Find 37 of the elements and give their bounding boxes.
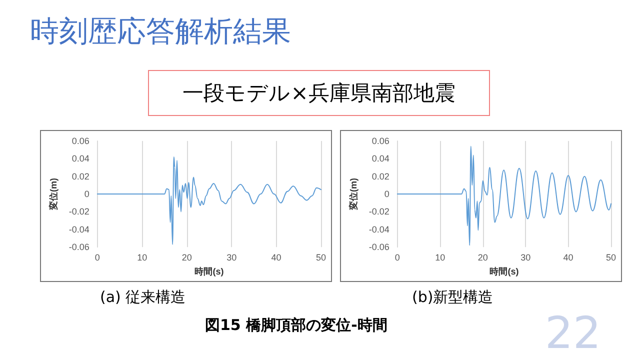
x-tick-label: 40 bbox=[271, 252, 282, 263]
y-tick-label: 0.06 bbox=[372, 136, 390, 146]
x-tick-label: 40 bbox=[563, 252, 574, 263]
y-tick-label: 0 bbox=[384, 189, 390, 200]
x-tick-label: 50 bbox=[606, 252, 616, 263]
caption: 図15 橋脚頂部の変位-時間 bbox=[205, 316, 388, 335]
chart-title: 時刻歴応答解析結果 bbox=[30, 13, 291, 50]
y-axis-title: 変位(m) bbox=[348, 178, 358, 212]
x-tick-label: 10 bbox=[137, 252, 148, 263]
line-series bbox=[96, 156, 322, 245]
y-tick-label: 0 bbox=[84, 189, 90, 200]
y-tick-label: 0.04 bbox=[72, 154, 90, 164]
text: (a) 従来構造 bbox=[100, 288, 186, 307]
x-axis-title: 時間(s) bbox=[490, 266, 519, 276]
x-tick-label: 0 bbox=[394, 252, 400, 263]
x-tick-label: 20 bbox=[182, 252, 192, 263]
x-axis-title: 時間(s) bbox=[194, 266, 224, 276]
line-series bbox=[396, 146, 612, 246]
x-tick-label: 0 bbox=[94, 252, 100, 263]
y-tick-label: -0.06 bbox=[368, 242, 390, 252]
chart-subtitle: 一段モデル×兵庫県南部地震 bbox=[148, 70, 490, 116]
x-tick-label: 50 bbox=[316, 252, 326, 263]
text: (b)新型構造 bbox=[412, 288, 494, 307]
y-tick-label: 0.06 bbox=[72, 136, 90, 146]
y-tick-label: -0.04 bbox=[68, 224, 90, 234]
y-tick-label: 0.04 bbox=[372, 154, 390, 164]
x-tick-label: 10 bbox=[435, 252, 446, 263]
x-tick-label: 30 bbox=[226, 252, 237, 263]
x-tick-label: 20 bbox=[478, 252, 488, 263]
y-tick-label: 0.02 bbox=[372, 171, 390, 182]
y-tick-label: -0.02 bbox=[368, 206, 390, 217]
x-tick-label: 30 bbox=[520, 252, 531, 263]
y-axis-title: 変位(m) bbox=[48, 178, 58, 212]
y-tick-label: 0.02 bbox=[72, 171, 90, 182]
y-tick-label: -0.04 bbox=[368, 224, 390, 234]
y-tick-label: -0.06 bbox=[68, 242, 90, 252]
y-tick-label: -0.02 bbox=[68, 206, 90, 217]
